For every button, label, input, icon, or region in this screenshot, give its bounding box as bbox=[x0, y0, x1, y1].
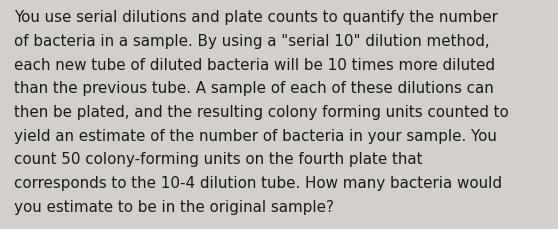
Text: than the previous tube. A sample of each of these dilutions can: than the previous tube. A sample of each… bbox=[14, 81, 494, 96]
Text: you estimate to be in the original sample?: you estimate to be in the original sampl… bbox=[14, 199, 334, 214]
Text: each new tube of diluted bacteria will be 10 times more diluted: each new tube of diluted bacteria will b… bbox=[14, 57, 495, 72]
Text: You use serial dilutions and plate counts to quantify the number: You use serial dilutions and plate count… bbox=[14, 10, 498, 25]
Text: count 50 colony-forming units on the fourth plate that: count 50 colony-forming units on the fou… bbox=[14, 152, 422, 167]
Text: yield an estimate of the number of bacteria in your sample. You: yield an estimate of the number of bacte… bbox=[14, 128, 497, 143]
Text: of bacteria in a sample. By using a "serial 10" dilution method,: of bacteria in a sample. By using a "ser… bbox=[14, 34, 489, 49]
Text: then be plated, and the resulting colony forming units counted to: then be plated, and the resulting colony… bbox=[14, 105, 509, 120]
Text: corresponds to the 10-4 dilution tube. How many bacteria would: corresponds to the 10-4 dilution tube. H… bbox=[14, 175, 502, 190]
